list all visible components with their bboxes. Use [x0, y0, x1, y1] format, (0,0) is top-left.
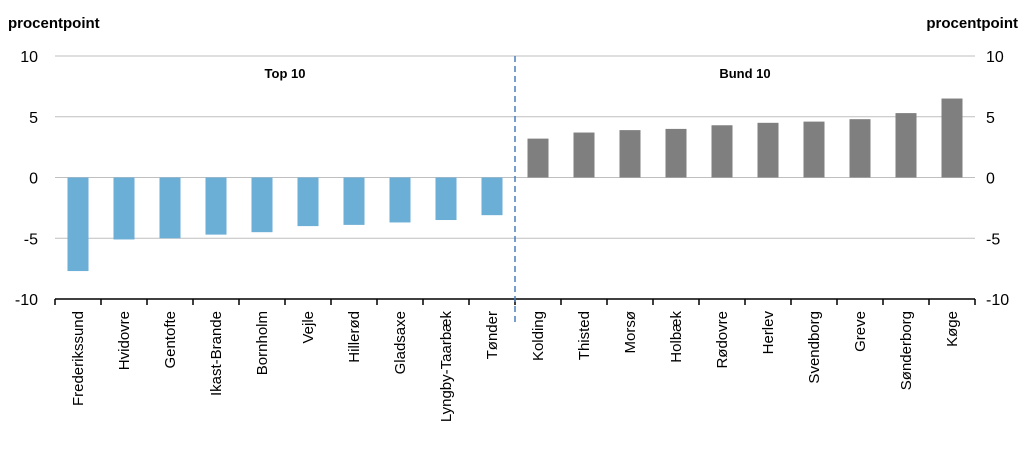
bar [251, 177, 273, 233]
x-tick-label: Rødovre [714, 311, 731, 369]
x-tick-label: Svendborg [806, 311, 823, 384]
x-tick-label: Vejle [300, 311, 317, 344]
bar [757, 122, 779, 178]
bar [803, 121, 825, 178]
bar [435, 177, 457, 221]
bar [619, 130, 641, 178]
bar [343, 177, 365, 225]
x-tick-label: Lyngby-Taarbæk [438, 311, 455, 423]
x-tick-label: Holbæk [668, 311, 685, 363]
y-tick-label-left: 0 [29, 171, 38, 188]
x-tick-label: Bornholm [254, 311, 271, 375]
group-label: Bund 10 [719, 66, 770, 81]
x-tick-label: Herlev [760, 311, 777, 355]
y-tick-label-right: -5 [986, 231, 1000, 248]
x-tick-label: Tønder [484, 311, 501, 359]
x-tick-label: Køge [944, 311, 961, 347]
y-tick-label-right: -10 [986, 292, 1009, 309]
bar [297, 177, 319, 227]
bar [849, 119, 871, 178]
bar [389, 177, 411, 223]
y-tick-label-right: 5 [986, 110, 995, 127]
x-tick-label: Hillerød [346, 311, 363, 363]
right-y-axis-ticks: -10 -5 0 5 10 [986, 49, 1009, 309]
x-tick-label: Morsø [622, 311, 639, 354]
y-tick-label-left: -5 [24, 231, 38, 248]
x-axis-category-labels: Frederikssund Hvidovre Gentofte Ikast-Brand… [70, 311, 961, 423]
bar [159, 177, 181, 239]
right-axis-unit-label: procentpoint [926, 15, 1018, 32]
x-tick-label: Sønderborg [898, 311, 915, 390]
x-tick-label: Gentofte [162, 311, 179, 369]
bars [67, 98, 963, 272]
bar [711, 125, 733, 178]
x-tick-label: Thisted [576, 311, 593, 360]
bar [205, 177, 227, 235]
y-tick-label-left: 10 [20, 49, 38, 66]
left-axis-unit-label: procentpoint [8, 15, 100, 32]
bar [665, 128, 687, 178]
group-annotations: Top 10 Bund 10 [265, 56, 771, 325]
bar [113, 177, 135, 240]
bar [941, 98, 963, 178]
bar [895, 113, 917, 178]
y-tick-label-left: -10 [15, 292, 38, 309]
y-tick-label-left: 5 [29, 110, 38, 127]
bar [67, 177, 89, 272]
x-tick-label: Ikast-Brande [208, 311, 225, 396]
y-tick-label-right: 10 [986, 49, 1004, 66]
x-tick-label: Kolding [530, 311, 547, 361]
bar [527, 138, 549, 178]
bar [481, 177, 503, 216]
y-tick-label-right: 0 [986, 171, 995, 188]
x-tick-label: Gladsaxe [392, 311, 409, 374]
left-y-axis-ticks: -10 -5 0 5 10 [15, 49, 38, 309]
x-tick-label: Hvidovre [116, 311, 133, 370]
x-tick-label: Greve [852, 311, 869, 352]
x-tick-label: Frederikssund [70, 311, 87, 406]
group-label: Top 10 [265, 66, 306, 81]
bar [573, 132, 595, 178]
